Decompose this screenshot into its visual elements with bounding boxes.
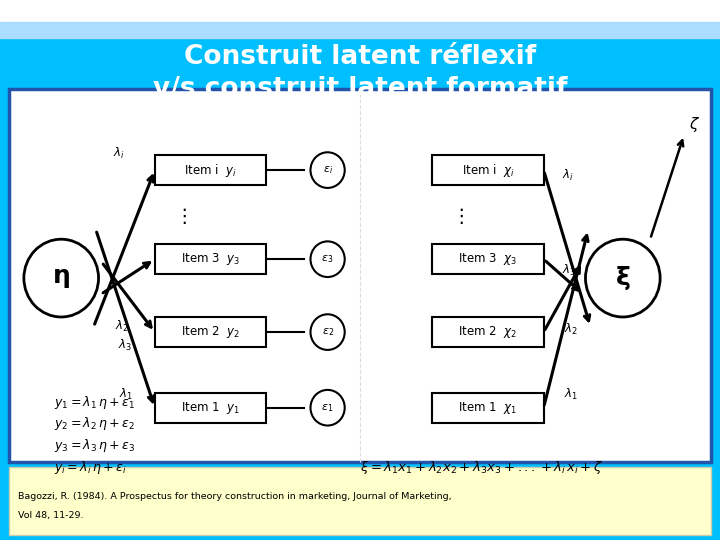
Text: Item i  $y_i$: Item i $y_i$ [184, 161, 237, 179]
Text: $\lambda_3$: $\lambda_3$ [562, 262, 576, 278]
Text: Bagozzi, R. (1984). A Prospectus for theory construction in marketing, Journal o: Bagozzi, R. (1984). A Prospectus for the… [18, 492, 451, 501]
Text: Item 2  $\chi_2$: Item 2 $\chi_2$ [459, 324, 517, 340]
Ellipse shape [310, 241, 345, 277]
Text: Item 3  $y_3$: Item 3 $y_3$ [181, 251, 240, 267]
FancyBboxPatch shape [155, 155, 266, 185]
Text: Item i  $\chi_i$: Item i $\chi_i$ [462, 161, 514, 179]
FancyBboxPatch shape [155, 393, 266, 422]
Text: $\varepsilon_3$: $\varepsilon_3$ [321, 253, 334, 265]
Text: $\lambda_i$: $\lambda_i$ [113, 146, 125, 161]
Text: $\lambda_2$: $\lambda_2$ [115, 319, 130, 334]
FancyBboxPatch shape [9, 467, 711, 535]
FancyBboxPatch shape [9, 89, 711, 462]
FancyBboxPatch shape [155, 317, 266, 347]
Text: $y_1 = \lambda_1\,\eta + \varepsilon_1$: $y_1 = \lambda_1\,\eta + \varepsilon_1$ [54, 394, 135, 411]
Text: $\varepsilon_i$: $\varepsilon_i$ [323, 164, 333, 176]
Ellipse shape [585, 239, 660, 317]
Text: $\mathbf{\eta}$: $\mathbf{\eta}$ [53, 266, 70, 290]
Ellipse shape [310, 314, 345, 350]
Text: v/s construit latent formatif: v/s construit latent formatif [153, 76, 567, 102]
Text: $\mathbf{\xi}$: $\mathbf{\xi}$ [615, 264, 631, 292]
FancyBboxPatch shape [432, 317, 544, 347]
Text: $\lambda_3$: $\lambda_3$ [117, 338, 132, 353]
Text: ⋮: ⋮ [174, 206, 194, 226]
Text: $\lambda_1$: $\lambda_1$ [564, 387, 578, 402]
Bar [0, 0, 720, 22]
Text: $\lambda_2$: $\lambda_2$ [564, 322, 578, 337]
Text: Item 1  $y_1$: Item 1 $y_1$ [181, 400, 240, 416]
Text: Vol 48, 11-29.: Vol 48, 11-29. [18, 511, 84, 520]
Text: Construit latent réflexif: Construit latent réflexif [184, 44, 536, 70]
Text: $y_2 = \lambda_2\,\eta + \varepsilon_2$: $y_2 = \lambda_2\,\eta + \varepsilon_2$ [54, 415, 135, 433]
FancyBboxPatch shape [155, 244, 266, 274]
Text: $\zeta$: $\zeta$ [689, 114, 701, 134]
Text: $y_3 = \lambda_3\,\eta + \varepsilon_3$: $y_3 = \lambda_3\,\eta + \varepsilon_3$ [54, 437, 135, 454]
FancyBboxPatch shape [432, 244, 544, 274]
Text: Item 1  $\chi_1$: Item 1 $\chi_1$ [459, 400, 517, 416]
Text: Item 2  $y_2$: Item 2 $y_2$ [181, 324, 240, 340]
Text: $\varepsilon_2$: $\varepsilon_2$ [322, 326, 333, 338]
Text: $y_i = \lambda_i\,\eta + \varepsilon_i$: $y_i = \lambda_i\,\eta + \varepsilon_i$ [54, 458, 127, 476]
Text: Item 3  $\chi_3$: Item 3 $\chi_3$ [459, 251, 517, 267]
Text: ⋮: ⋮ [451, 206, 471, 226]
FancyBboxPatch shape [432, 155, 544, 185]
Ellipse shape [24, 239, 99, 317]
Bar [0, 22, 720, 38]
Text: $\lambda_i$: $\lambda_i$ [562, 168, 573, 183]
FancyBboxPatch shape [432, 393, 544, 422]
Text: $\lambda_1$: $\lambda_1$ [119, 387, 133, 402]
Ellipse shape [310, 152, 345, 188]
Ellipse shape [310, 390, 345, 426]
Text: $\varepsilon_1$: $\varepsilon_1$ [321, 402, 334, 414]
Text: $\xi = \lambda_1 x_1 + \lambda_2 x_2 +\lambda_3 x_3 +... + \lambda_i\, x_i + \ze: $\xi = \lambda_1 x_1 + \lambda_2 x_2 +\l… [360, 458, 603, 476]
